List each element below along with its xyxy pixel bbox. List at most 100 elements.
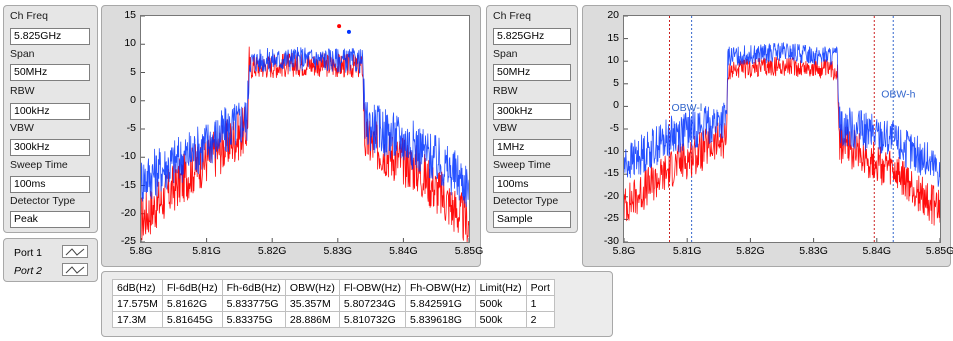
ch-freq-label: Ch Freq (10, 10, 48, 22)
results-header-cell: Limit(Hz) (474, 279, 527, 296)
y-tick-label: -25 (603, 212, 619, 225)
table-cell: 5.842591G (404, 295, 476, 312)
sweep-time-label: Sweep Time (10, 159, 68, 171)
ch-freq-label-right: Ch Freq (493, 10, 531, 22)
y-tick-label: 5 (130, 65, 136, 78)
rbw-field-right[interactable]: 300kHz (493, 103, 571, 120)
table-cell: 5.83375G (221, 311, 286, 328)
results-header-cell: Fl-OBW(Hz) (338, 279, 406, 296)
rbw-label: RBW (10, 85, 35, 97)
port1-line-icon[interactable] (62, 245, 88, 258)
table-cell: 28.886M (284, 311, 340, 328)
table-cell: 2 (525, 311, 555, 328)
rbw-field[interactable]: 100kHz (10, 103, 90, 120)
results-header-cell: Fh-6dB(Hz) (221, 279, 286, 296)
vbw-field-right[interactable]: 1MHz (493, 139, 571, 156)
trace-port2 (624, 42, 940, 187)
table-cell: 17.575M (112, 295, 163, 312)
x-tick-label: 5.84G (389, 245, 418, 257)
y-tick-label: -10 (603, 144, 619, 157)
table-cell: 5.839618G (404, 311, 476, 328)
obw-l-annotation: OBW-l (672, 102, 703, 114)
y-tick-label: -10 (120, 150, 136, 163)
results-header-cell: Port (525, 279, 555, 296)
x-tick-label: 5.8G (129, 245, 153, 257)
y-tick-label: 0 (130, 93, 136, 106)
settings-panel-left: Ch Freq 5.825GHz Span 50MHz RBW 100kHz V… (3, 5, 98, 233)
detector-type-label-right: Detector Type (493, 195, 559, 207)
y-tick-label: -20 (603, 189, 619, 202)
detector-type-field-right[interactable]: Sample (493, 211, 571, 228)
y-tick-label: -25 (120, 235, 136, 247)
y-tick-label: -20 (120, 206, 136, 219)
vbw-field[interactable]: 300kHz (10, 139, 90, 156)
rbw-label-right: RBW (493, 85, 518, 97)
port-legend: Port 1 Port 2 (3, 238, 98, 282)
table-cell: 500k (474, 311, 527, 328)
span-label: Span (10, 48, 35, 60)
settings-panel-right: Ch Freq 5.825GHz Span 50MHz RBW 300kHz V… (486, 5, 578, 233)
x-tick-label: 5.84G (862, 245, 892, 257)
sweep-time-label-right: Sweep Time (493, 159, 551, 171)
port2-line-icon[interactable] (62, 263, 88, 276)
results-header-cell: Fl-6dB(Hz) (161, 279, 223, 296)
table-cell: 1 (525, 295, 555, 312)
y-tick-label: 15 (124, 9, 136, 21)
table-cell: 5.810732G (338, 311, 406, 328)
sweep-time-field[interactable]: 100ms (10, 176, 90, 193)
span-field-right[interactable]: 50MHz (493, 64, 571, 81)
results-panel: 6dB(Hz) Fl-6dB(Hz) Fh-6dB(Hz) OBW(Hz) Fl-OBW… (101, 271, 613, 337)
y-tick-label: -30 (603, 235, 619, 247)
table-cell: 17.3M (112, 311, 163, 328)
y-tick-label: 10 (607, 54, 619, 67)
sweep-time-field-right[interactable]: 100ms (493, 176, 571, 193)
y-tick-label: -5 (126, 122, 136, 134)
y-tick-label: 5 (613, 76, 619, 89)
ch-freq-field-right[interactable]: 5.825GHz (493, 28, 571, 45)
y-tick-label: 15 (607, 31, 619, 44)
detector-type-field[interactable]: Peak (10, 211, 90, 228)
table-row[interactable]: 17.3M 5.81645G 5.83375G 28.886M 5.810732G 5.8… (112, 311, 555, 328)
table-cell: 5.8162G (161, 295, 223, 312)
y-tick-label: 20 (607, 9, 619, 21)
ch-freq-field[interactable]: 5.825GHz (10, 28, 90, 45)
results-header-cell: 6dB(Hz) (112, 279, 163, 296)
x-tick-label: 5.8G (612, 245, 636, 257)
y-tick-label: 10 (124, 37, 136, 50)
trace-port1 (141, 46, 469, 242)
plot-area-right[interactable]: OBW-l OBW-h (623, 15, 941, 243)
peak-marker-port2 (346, 29, 351, 34)
spectrum-plot-left: 15 10 5 0 -5 -10 -15 -20 -25 5.8G 5.81G 5.82G 5.83G… (101, 5, 483, 267)
plot-area-left[interactable] (140, 15, 470, 243)
table-row[interactable]: 17.575M 5.8162G 5.833775G 35.357M 5.807234G 5… (112, 295, 555, 312)
vbw-label: VBW (10, 122, 34, 134)
trace-port1 (624, 56, 940, 226)
span-label-right: Span (493, 48, 518, 60)
detector-type-label: Detector Type (10, 195, 76, 207)
y-tick-label: -5 (609, 122, 619, 134)
x-tick-label: 5.82G (257, 245, 287, 257)
x-tick-label: 5.82G (736, 245, 765, 257)
table-cell: 35.357M (284, 295, 340, 312)
table-cell: 5.807234G (338, 295, 406, 312)
x-tick-label: 5.83G (799, 245, 828, 257)
table-cell: 500k (474, 295, 527, 312)
results-table: 6dB(Hz) Fl-6dB(Hz) Fh-6dB(Hz) OBW(Hz) Fl-OBW… (112, 279, 555, 328)
spectrum-plot-right: OBW-l OBW-h 20 15 10 5 0 -5 -10 -15 -20 -25 -30 5.8… (582, 5, 953, 267)
table-cell: 5.833775G (221, 295, 286, 312)
peak-marker-port1 (337, 24, 342, 29)
span-field[interactable]: 50MHz (10, 64, 90, 81)
results-header-cell: Fh-OBW(Hz) (404, 279, 476, 296)
results-header-row: 6dB(Hz) Fl-6dB(Hz) Fh-6dB(Hz) OBW(Hz) Fl-OBW… (112, 279, 555, 296)
x-tick-label: 5.85G (925, 245, 953, 257)
table-cell: 5.81645G (161, 311, 223, 328)
x-tick-label: 5.81G (672, 245, 702, 257)
y-tick-label: -15 (603, 167, 619, 180)
trace-port2 (141, 46, 469, 207)
x-tick-label: 5.81G (192, 245, 221, 257)
vbw-label-right: VBW (493, 122, 517, 134)
port1-label: Port 1 (14, 247, 43, 259)
results-header-cell: OBW(Hz) (284, 279, 340, 296)
x-tick-label: 5.83G (323, 245, 353, 257)
y-tick-label: -15 (120, 178, 136, 191)
